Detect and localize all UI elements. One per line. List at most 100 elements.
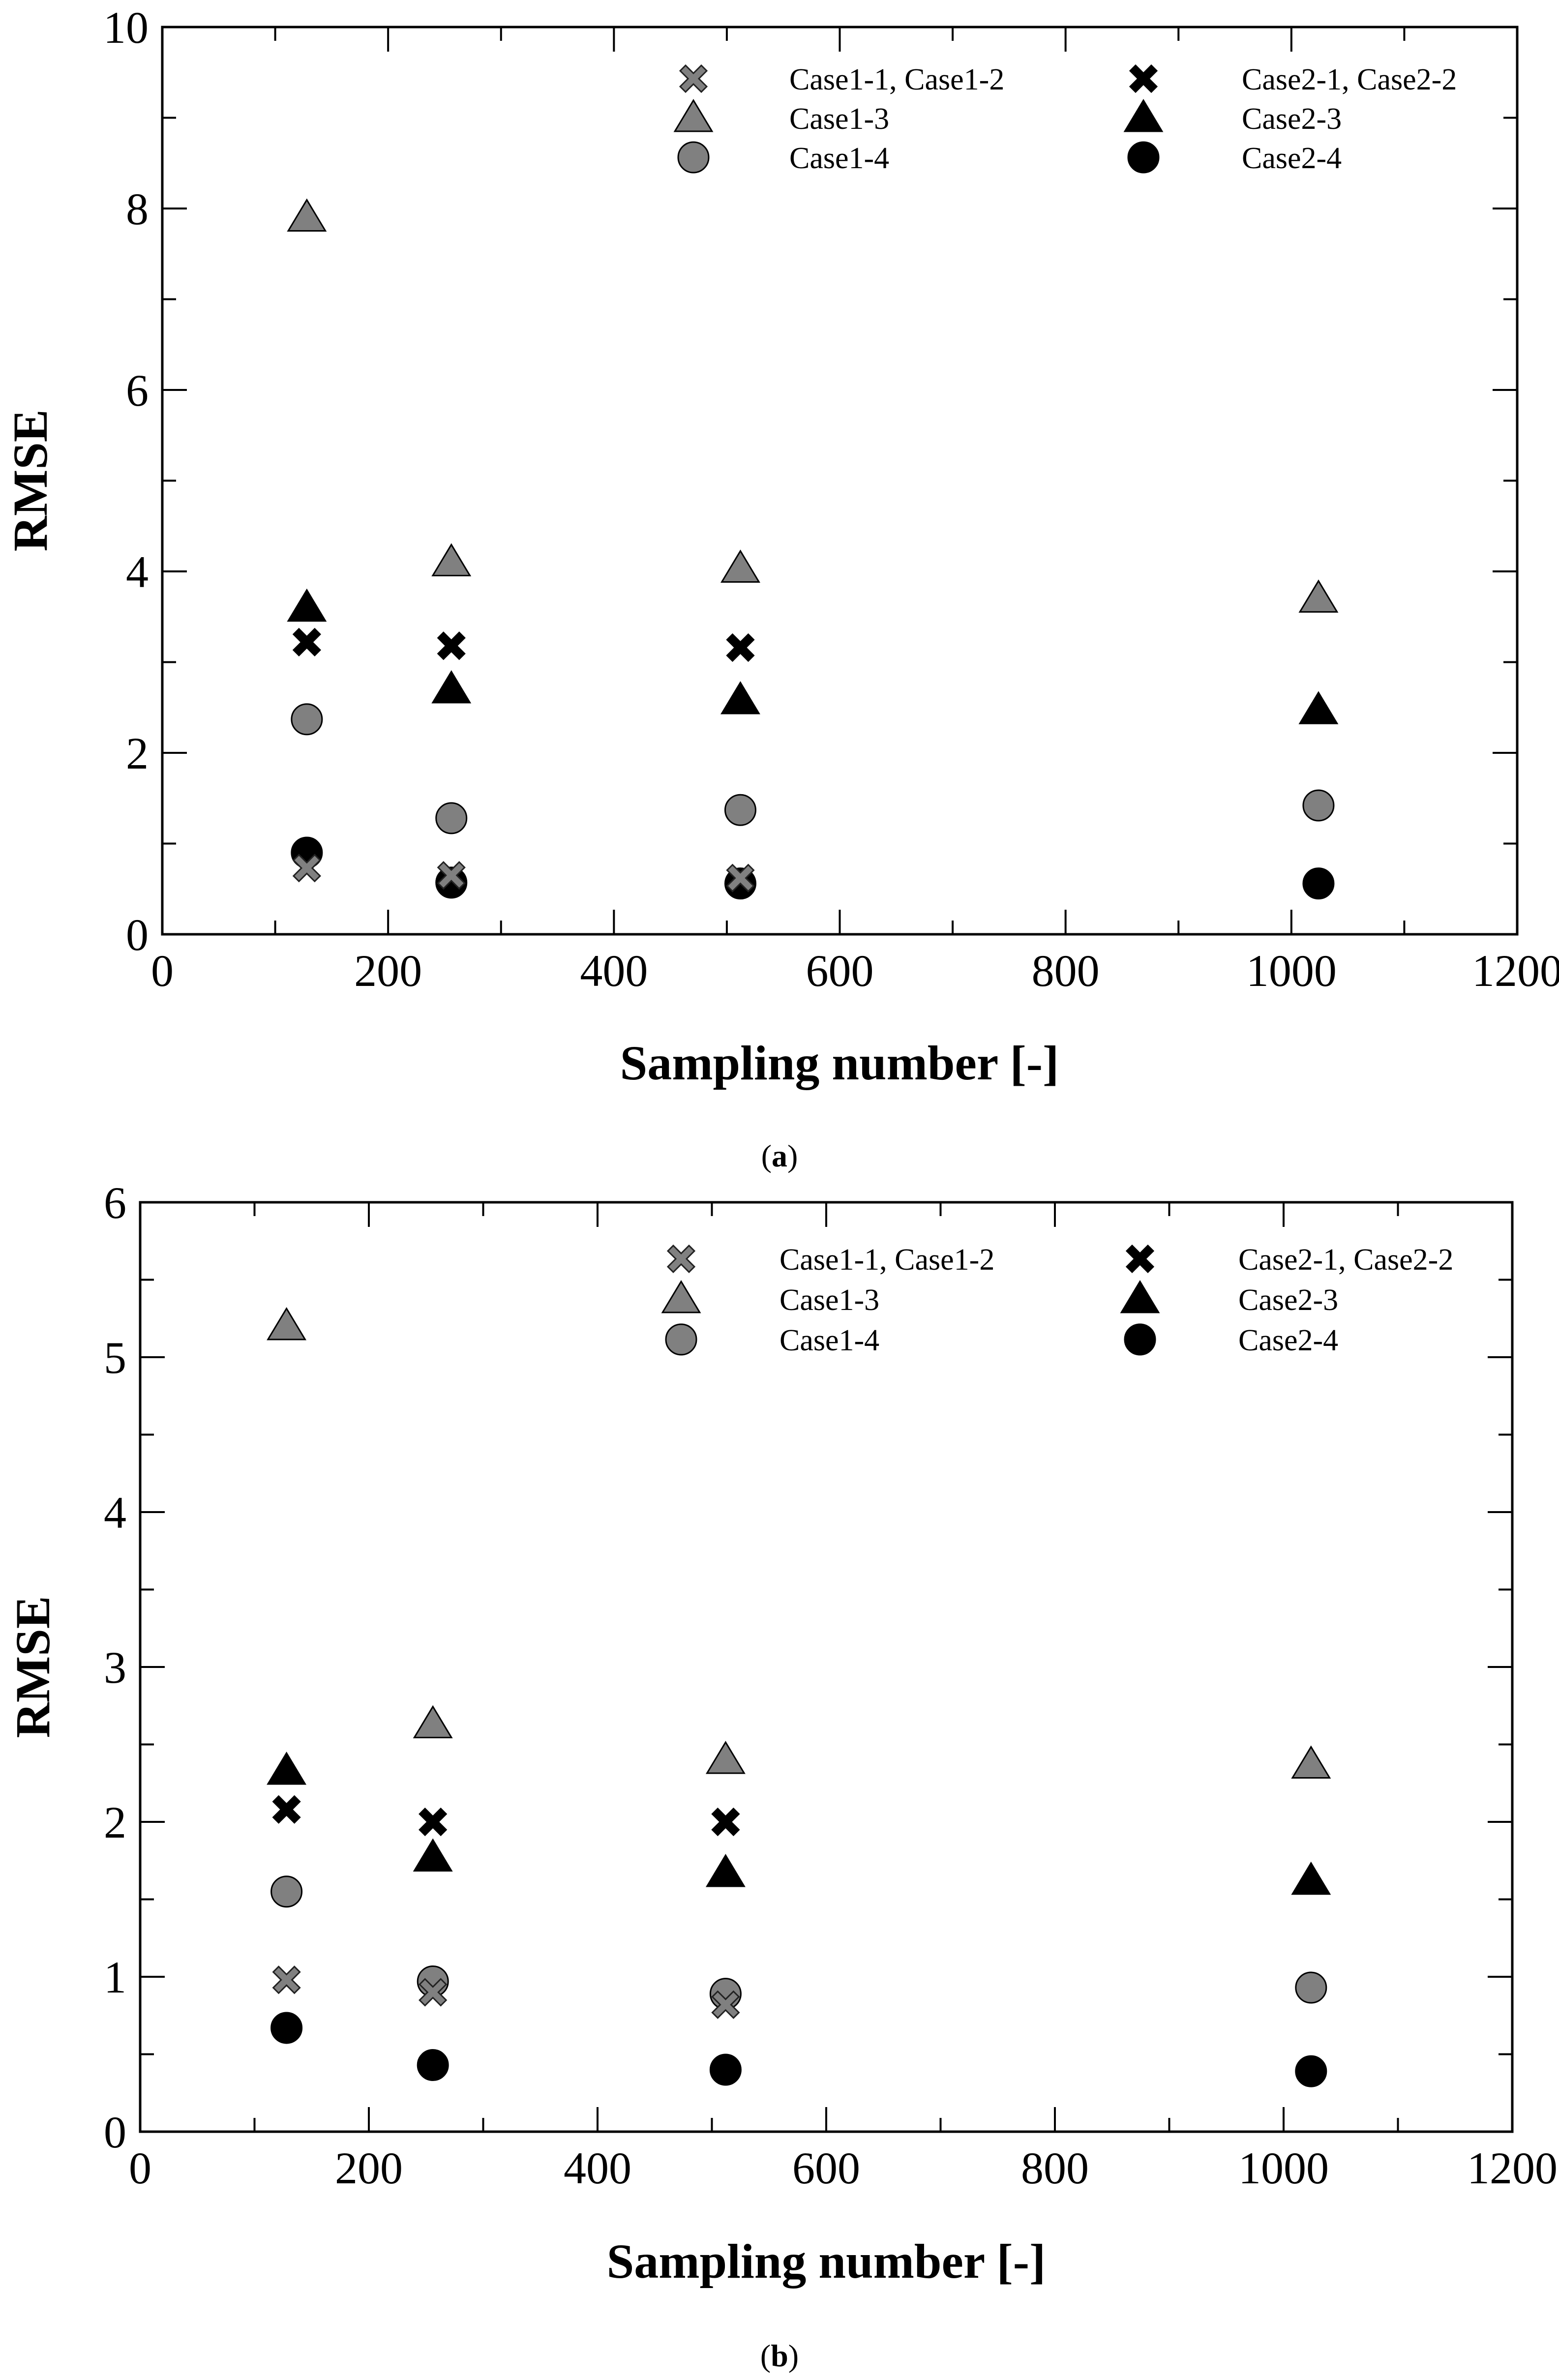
legend-marker xyxy=(661,1280,701,1313)
x-tick-label: 1000 xyxy=(1246,946,1337,996)
data-point xyxy=(431,543,472,577)
data-point xyxy=(709,2053,742,2086)
data-point xyxy=(1291,1861,1331,1895)
legend-label: Case2-4 xyxy=(1242,142,1342,175)
panel-caption-a: (a) xyxy=(761,1138,798,1173)
data-point xyxy=(711,1990,740,2019)
legend-label: Case1-4 xyxy=(780,1324,879,1357)
data-point xyxy=(435,866,468,899)
panel-a: 0 200 400 600 800 1000 1200 0 2 4 6 8 10 Case1-1, Ca… xyxy=(3,2,1559,1173)
data-point xyxy=(711,1807,740,1837)
legend-label: Case2-1, Case2-2 xyxy=(1238,1243,1453,1277)
data-point xyxy=(419,1978,448,2007)
legend-b: Case1-1, Case1-2 Case1-3 Case1-4 Case2-1, C… xyxy=(661,1243,1453,1357)
y-tick-label: 3 xyxy=(104,1642,126,1693)
y-tick-label: 4 xyxy=(104,1488,126,1538)
legend-marker xyxy=(1125,1244,1155,1274)
data-point xyxy=(1295,2055,1327,2087)
x-tick-label: 1000 xyxy=(1238,2143,1329,2193)
y-tick-label: 6 xyxy=(104,1178,126,1228)
legend-marker xyxy=(1124,1323,1156,1356)
data-point xyxy=(267,1307,307,1340)
x-tick-label: 1200 xyxy=(1467,2143,1558,2193)
y-tick-label: 0 xyxy=(126,910,149,960)
data-point xyxy=(272,1965,301,1994)
data-point xyxy=(1295,1971,1327,2004)
legend-label: Case1-3 xyxy=(789,102,889,136)
data-point xyxy=(1298,691,1339,724)
x-tick-label: 400 xyxy=(580,946,648,996)
data-point xyxy=(724,794,756,826)
data-point xyxy=(1302,867,1335,900)
data-point xyxy=(270,2012,303,2044)
data-point xyxy=(270,1875,303,1908)
y-tick-label: 0 xyxy=(104,2107,126,2157)
data-point xyxy=(720,681,760,714)
data-point xyxy=(726,633,755,662)
panel-b: 0 200 400 600 800 1000 1200 0 1 2 3 4 5 6 Case1-1, Ca… xyxy=(5,1178,1558,2373)
legend-a: Case1-1, Case1-2 Case1-3 Case1-4 Case2-1, C… xyxy=(673,63,1457,175)
x-tick-label: 200 xyxy=(335,2143,403,2193)
y-tick-label: 10 xyxy=(103,2,149,53)
data-point xyxy=(292,854,321,883)
data-point xyxy=(1302,789,1335,822)
data-point xyxy=(705,1854,746,1887)
legend-marker xyxy=(677,141,710,174)
y-axis-title-a: RMSE xyxy=(3,410,58,552)
legend-marker xyxy=(1123,99,1164,132)
legend-marker xyxy=(666,1244,696,1274)
x-tick-label: 600 xyxy=(792,2143,860,2193)
data-point xyxy=(437,861,466,890)
legend-label: Case2-4 xyxy=(1238,1324,1338,1357)
y-tick-label: 6 xyxy=(126,365,149,416)
legend-marker xyxy=(673,99,714,132)
y-tick-label: 2 xyxy=(104,1797,126,1847)
ticks-b: 0 200 400 600 800 1000 1200 0 1 2 3 4 5 6 xyxy=(104,1178,1558,2193)
data-point xyxy=(292,627,321,657)
legend-label: Case1-3 xyxy=(780,1283,879,1317)
panel-caption-b: (b) xyxy=(760,2338,799,2373)
data-point xyxy=(413,1838,453,1872)
legend-label: Case2-1, Case2-2 xyxy=(1242,63,1457,96)
data-point xyxy=(437,631,466,660)
y-tick-label: 4 xyxy=(126,547,149,597)
data-point xyxy=(435,802,468,834)
legend-marker xyxy=(1120,1280,1160,1313)
ticks-a: 0 200 400 600 800 1000 1200 0 2 4 6 8 10 xyxy=(103,2,1559,996)
y-axis-title-b: RMSE xyxy=(5,1596,60,1738)
y-tick-label: 1 xyxy=(104,1952,126,2002)
data-point xyxy=(720,549,760,583)
data-point xyxy=(1298,579,1339,613)
x-tick-label: 800 xyxy=(1032,946,1100,996)
x-tick-label: 800 xyxy=(1021,2143,1089,2193)
marks-b xyxy=(267,1307,1331,2087)
legend-marker xyxy=(679,64,708,93)
data-point xyxy=(272,1795,301,1824)
x-tick-label: 1200 xyxy=(1472,946,1559,996)
legend-marker xyxy=(1129,64,1158,93)
data-point xyxy=(287,198,327,232)
x-tick-label: 200 xyxy=(354,946,422,996)
panel-label-b: b xyxy=(771,2338,788,2373)
data-point xyxy=(705,1741,746,1774)
y-tick-label: 2 xyxy=(126,728,149,778)
marks-a xyxy=(287,198,1339,900)
data-point xyxy=(431,670,472,704)
data-point xyxy=(267,1752,307,1785)
panel-label-a: a xyxy=(772,1138,787,1173)
legend-label: Case1-1, Case1-2 xyxy=(780,1243,994,1277)
legend-label: Case1-4 xyxy=(789,142,889,175)
data-point xyxy=(726,863,755,892)
legend-marker xyxy=(1127,141,1160,174)
legend-label: Case2-3 xyxy=(1242,102,1342,136)
x-axis-title-b: Sampling number [-] xyxy=(607,2234,1046,2289)
x-tick-label: 0 xyxy=(129,2143,151,2193)
data-point xyxy=(1291,1745,1331,1779)
legend-marker xyxy=(665,1323,697,1356)
data-point xyxy=(287,588,327,622)
y-tick-label: 8 xyxy=(126,184,149,234)
x-tick-label: 600 xyxy=(806,946,874,996)
data-point xyxy=(419,1807,448,1837)
x-axis-title-a: Sampling number [-] xyxy=(620,1036,1059,1090)
